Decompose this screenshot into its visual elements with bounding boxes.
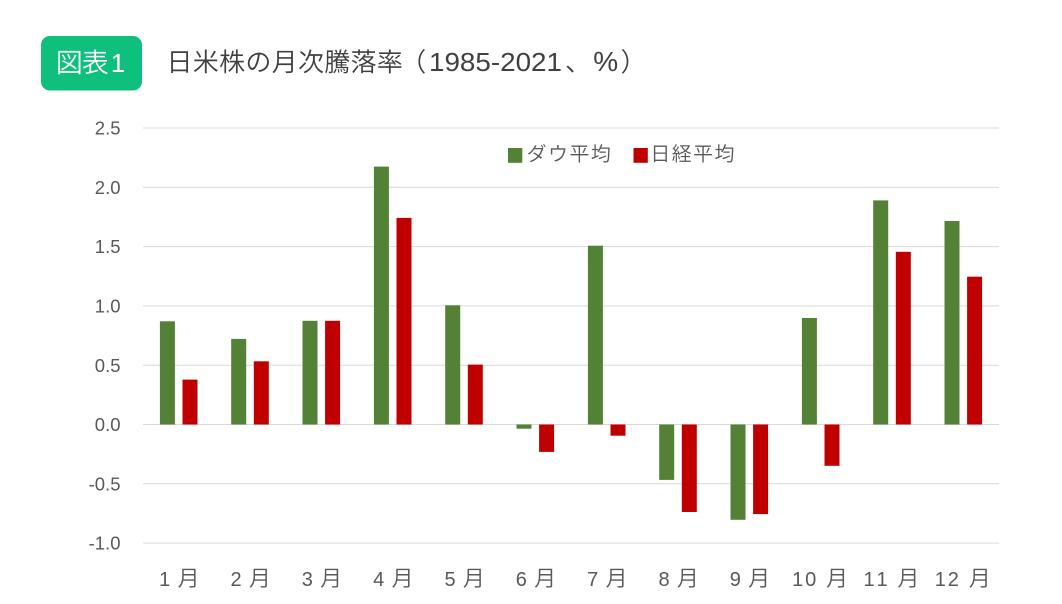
svg-text:1: 1 [863, 569, 874, 591]
svg-text:2: 2 [230, 569, 241, 591]
svg-text:2: 2 [948, 569, 959, 591]
svg-text:2.5: 2.5 [95, 118, 121, 139]
svg-text:1985-2021: 1985-2021 [429, 47, 562, 77]
svg-text:0: 0 [805, 569, 816, 591]
svg-text:1: 1 [792, 569, 803, 591]
svg-text:%: % [593, 46, 618, 77]
svg-text:6: 6 [516, 569, 527, 591]
svg-text:8: 8 [658, 569, 669, 591]
svg-text:9: 9 [730, 569, 741, 591]
svg-text:0.0: 0.0 [95, 414, 121, 435]
svg-text:-0.5: -0.5 [89, 473, 121, 494]
svg-text:4: 4 [373, 569, 384, 591]
svg-text:1.0: 1.0 [95, 296, 121, 317]
svg-text:1: 1 [111, 50, 125, 78]
svg-text:3: 3 [302, 569, 313, 591]
svg-text:-1.0: -1.0 [89, 533, 121, 554]
svg-text:5: 5 [444, 569, 455, 591]
svg-text:1: 1 [159, 569, 170, 591]
svg-text:7: 7 [587, 569, 598, 591]
svg-text:0.5: 0.5 [95, 355, 121, 376]
svg-text:2.0: 2.0 [95, 177, 121, 198]
svg-text:1.5: 1.5 [95, 236, 121, 257]
svg-text:1: 1 [935, 569, 946, 591]
svg-text:1: 1 [876, 569, 887, 591]
